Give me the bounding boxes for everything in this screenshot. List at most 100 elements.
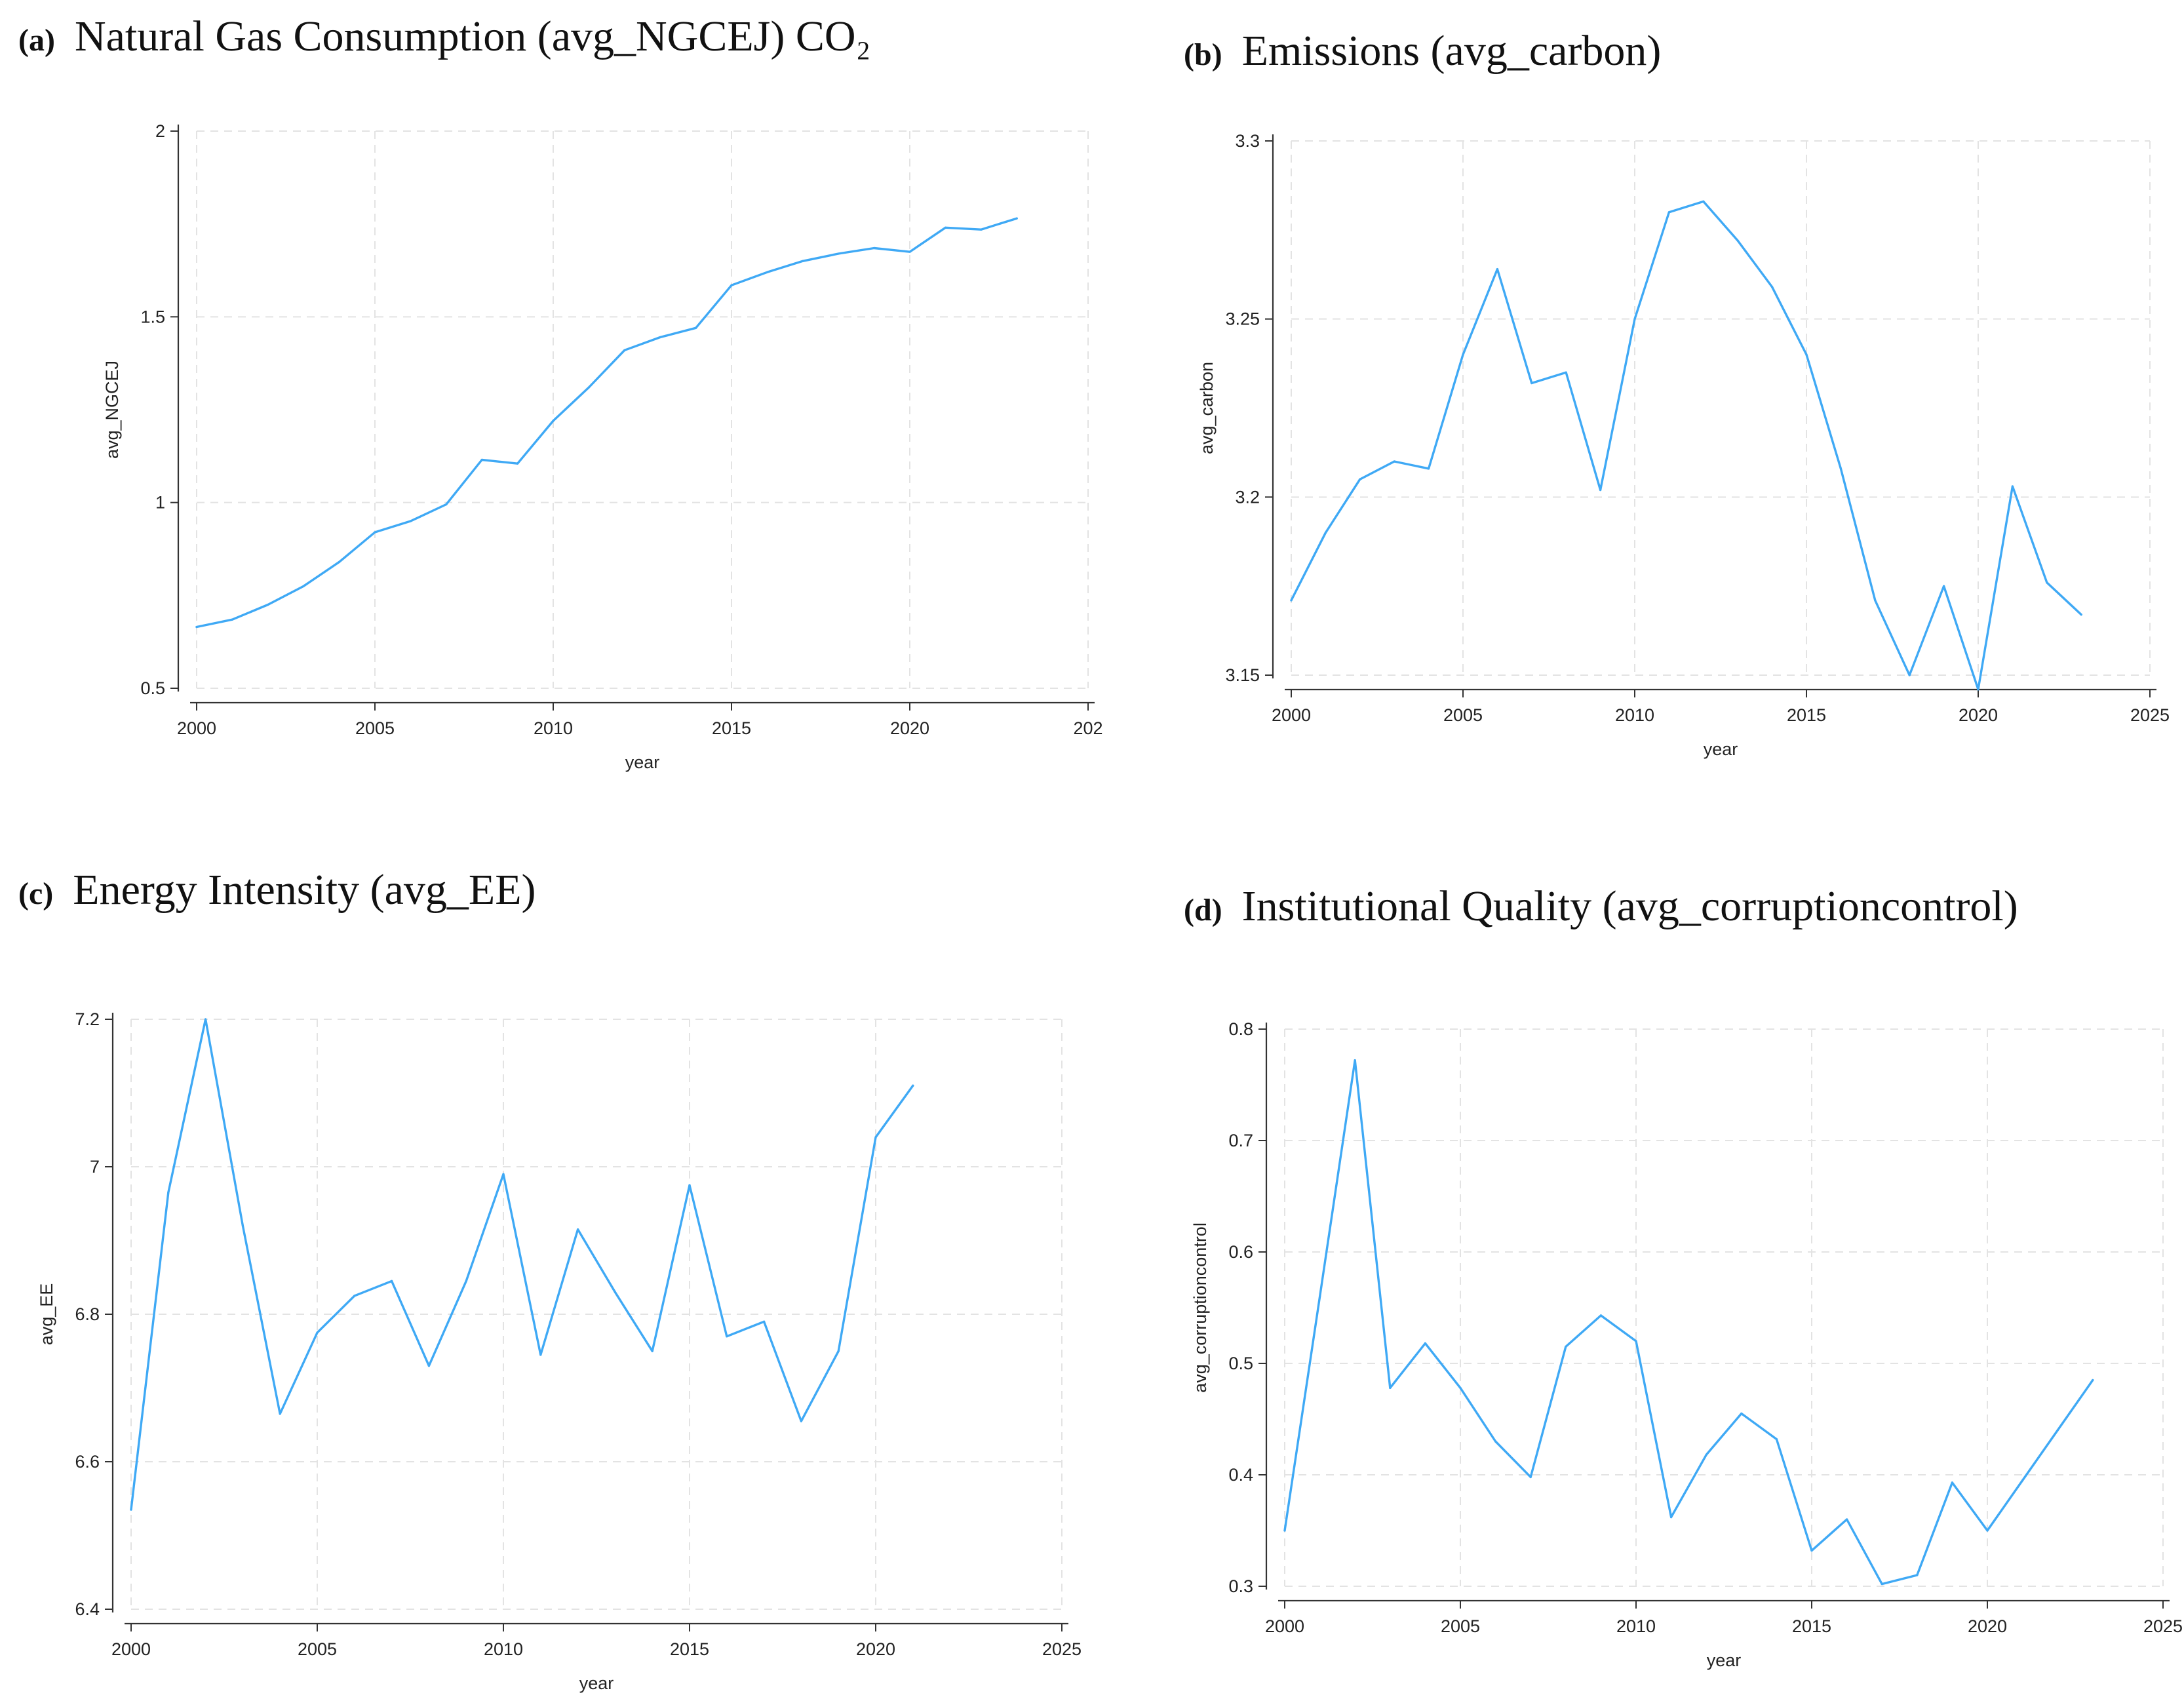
series-line-avg_EE <box>130 1018 914 1511</box>
data-point-2012 <box>623 349 626 351</box>
panel-title-a: (a) Natural Gas Consumption (avg_NGCEJ) C… <box>18 12 871 62</box>
data-point-2013 <box>614 1291 617 1293</box>
data-point-2015 <box>1805 353 1808 356</box>
x-tick-label: 2000 <box>1272 705 1311 725</box>
x-axis-label: year <box>1704 739 1738 759</box>
data-point-2002 <box>267 603 269 606</box>
x-tick-label: 2000 <box>177 718 216 738</box>
x-tick-label: 2020 <box>856 1639 895 1659</box>
y-tick-label: 6.6 <box>75 1452 100 1472</box>
data-point-2016 <box>766 271 768 273</box>
chart-a: 0.5 1 1.5 2 2000 2005 2010 2015 2020 202 year avg_N… <box>102 121 1103 772</box>
y-tick-label: 1 <box>155 493 165 513</box>
x-tick-label: 202 <box>1073 718 1102 738</box>
data-point-2000 <box>1290 599 1293 602</box>
data-point-2015 <box>1810 1550 1813 1552</box>
chart-c: 6.4 6.6 6.8 7 7.2 2000 2005 2010 2015 2020 2025 yea… <box>37 1009 1082 1693</box>
data-point-2007 <box>445 503 448 506</box>
data-point-2004 <box>338 560 341 563</box>
data-point-2016 <box>1839 467 1842 470</box>
y-tick-label: 0.5 <box>1228 1354 1253 1373</box>
x-tick-label: 2005 <box>1443 705 1483 725</box>
data-point-2000 <box>130 1508 132 1511</box>
y-axis-label: avg_NGCEJ <box>102 361 122 459</box>
y-tick-label: 3.2 <box>1235 487 1260 507</box>
data-point-2005 <box>316 1331 319 1334</box>
data-point-2014 <box>1775 1438 1778 1441</box>
data-point-2006 <box>1494 1440 1497 1443</box>
data-point-2014 <box>695 326 697 329</box>
panel-title-b: (b) Emissions (avg_carbon) <box>1184 26 1661 76</box>
data-point-2008 <box>480 458 483 461</box>
data-point-2019 <box>873 246 876 250</box>
x-axis-label: year <box>625 752 660 772</box>
data-point-2003 <box>302 585 305 587</box>
y-tick-label: 6.8 <box>75 1304 100 1324</box>
x-tick-label: 2010 <box>1616 1616 1656 1636</box>
data-point-2013 <box>659 336 661 339</box>
y-tick-label: 6.4 <box>75 1599 100 1619</box>
data-point-2009 <box>517 462 519 465</box>
data-point-2007 <box>391 1279 393 1282</box>
data-point-2001 <box>231 618 233 621</box>
data-point-2021 <box>2011 485 2014 488</box>
data-point-2018 <box>800 1420 802 1422</box>
data-point-2010 <box>552 420 555 422</box>
panel-letter-b: (b) <box>1184 37 1222 72</box>
series-line-avg_NGCEJ <box>195 217 1018 629</box>
data-point-2017 <box>802 260 804 262</box>
data-point-2010 <box>1633 318 1636 321</box>
data-point-2018 <box>1908 674 1911 676</box>
data-point-2015 <box>730 284 733 286</box>
panel-title-text-b: Emissions (avg_carbon) <box>1241 27 1662 75</box>
data-point-2023 <box>2080 614 2082 616</box>
x-tick-label: 2020 <box>1959 705 1998 725</box>
data-point-2012 <box>1702 200 1705 203</box>
panel-title-d: (d) Institutional Quality (avg_corruption… <box>1184 882 2018 931</box>
y-tick-label: 7.2 <box>75 1009 100 1029</box>
x-tick-label: 2015 <box>670 1639 709 1659</box>
x-axis-label: year <box>1707 1650 1742 1670</box>
data-point-2022 <box>2056 1429 2059 1432</box>
panel-letter-c: (c) <box>18 876 54 911</box>
y-tick-label: 0.5 <box>140 678 165 698</box>
data-point-2000 <box>195 625 198 629</box>
x-tick-label: 2000 <box>111 1639 151 1659</box>
data-point-2018 <box>837 252 840 255</box>
data-point-2007 <box>1529 1475 1532 1478</box>
data-point-2004 <box>1428 467 1430 470</box>
data-point-2011 <box>587 386 591 389</box>
data-point-2007 <box>1531 381 1533 385</box>
y-tick-label: 0.6 <box>1228 1242 1253 1262</box>
y-axis-label: avg_EE <box>37 1283 56 1346</box>
data-point-2020 <box>874 1136 877 1139</box>
data-point-2017 <box>1874 599 1877 602</box>
data-point-2006 <box>353 1295 356 1297</box>
data-point-2013 <box>1740 1412 1743 1415</box>
data-point-2003 <box>1389 1386 1392 1389</box>
data-point-2009 <box>1599 488 1602 492</box>
y-tick-label: 2 <box>155 121 165 141</box>
data-point-2022 <box>2046 581 2048 584</box>
data-point-2018 <box>1916 1574 1919 1576</box>
data-point-2005 <box>1459 1386 1462 1389</box>
data-point-2016 <box>1846 1518 1848 1521</box>
data-point-2001 <box>167 1191 170 1194</box>
data-point-2017 <box>1881 1583 1883 1586</box>
data-point-2013 <box>1736 239 1739 242</box>
panel-letter-a: (a) <box>18 23 55 58</box>
data-point-2019 <box>1951 1481 1953 1484</box>
y-tick-label: 0.7 <box>1228 1131 1253 1150</box>
data-point-2021 <box>912 1084 914 1087</box>
x-tick-label: 2025 <box>1042 1639 1082 1659</box>
data-point-2000 <box>1283 1529 1286 1532</box>
panel-title-c: (c) Energy Intensity (avg_EE) <box>18 865 536 915</box>
data-point-2023 <box>2092 1378 2094 1382</box>
x-tick-label: 2015 <box>1787 705 1826 725</box>
data-point-2020 <box>1986 1529 1989 1532</box>
x-tick-label: 2015 <box>712 718 751 738</box>
panel-title-text-d: Institutional Quality (avg_corruptioncon… <box>1241 882 2018 930</box>
y-tick-label: 7 <box>90 1157 100 1177</box>
data-point-2022 <box>980 228 983 231</box>
y-tick-label: 0.3 <box>1228 1576 1253 1596</box>
